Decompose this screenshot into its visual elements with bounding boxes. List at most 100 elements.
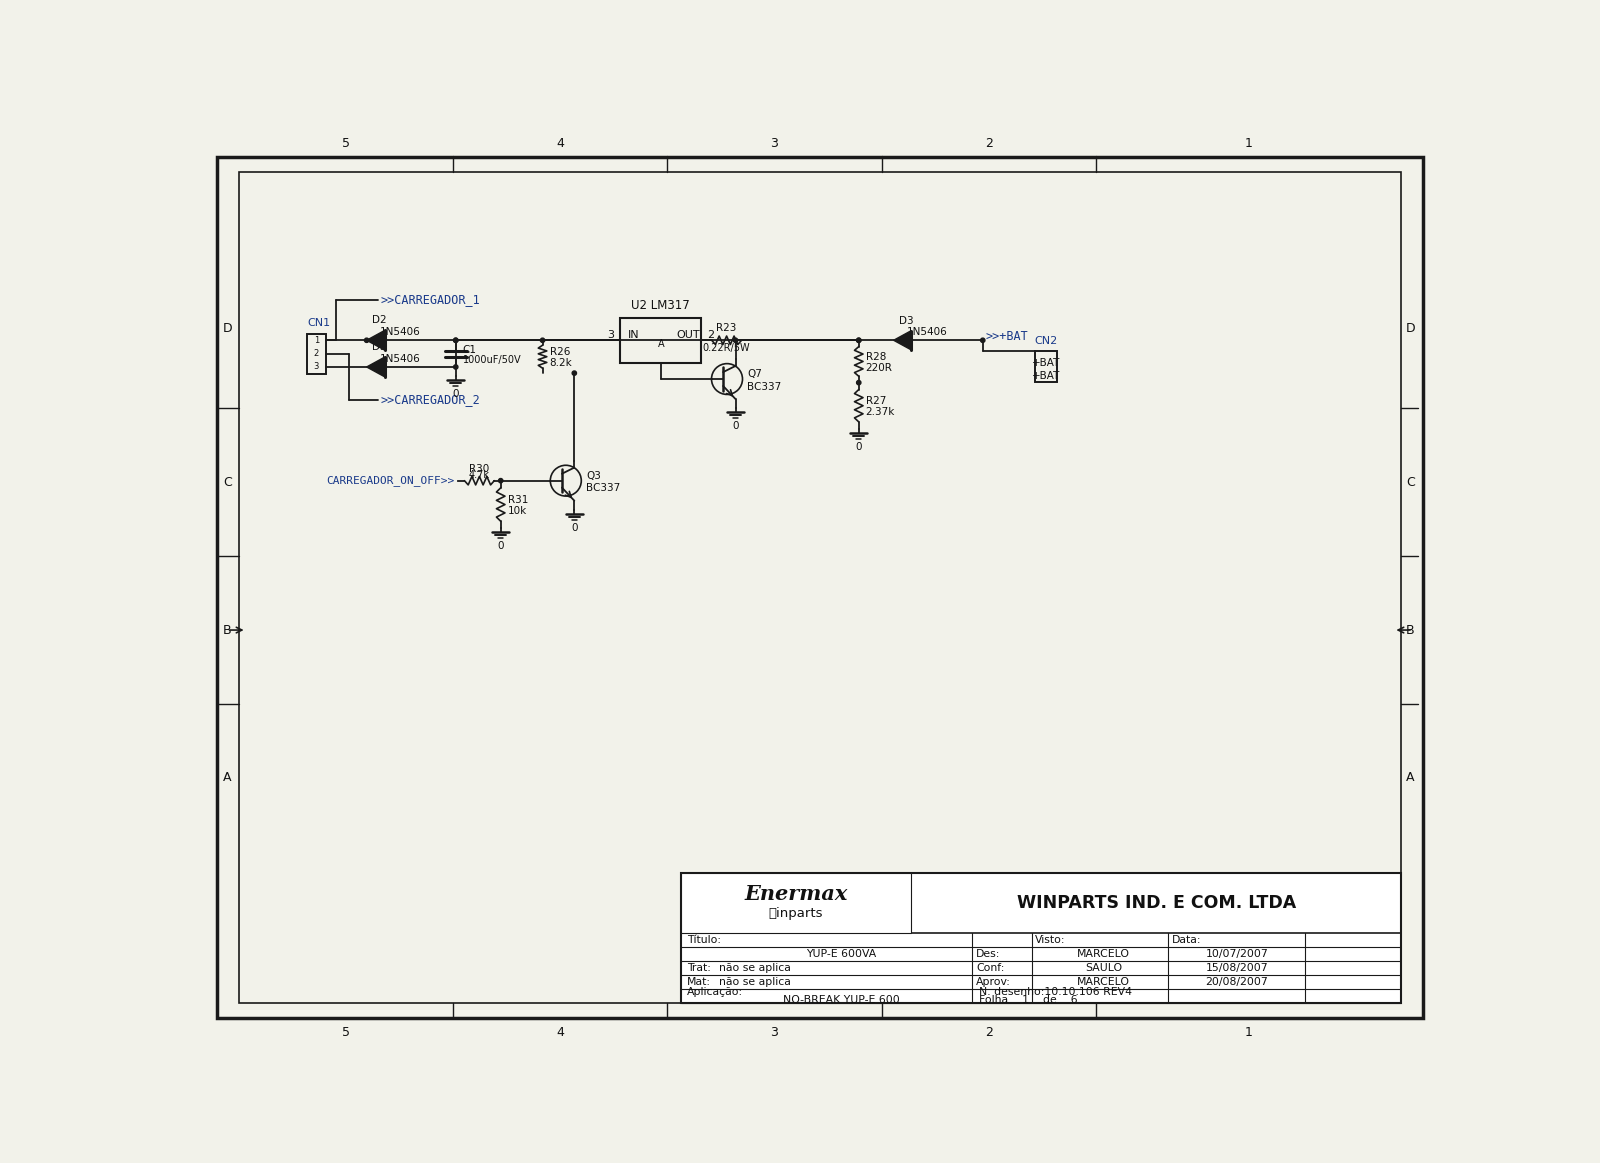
Text: +BAT: +BAT — [1032, 358, 1061, 368]
Text: 2: 2 — [707, 330, 714, 340]
Text: R23: R23 — [717, 323, 736, 334]
Text: 4.7k: 4.7k — [469, 470, 490, 480]
Text: 2: 2 — [986, 136, 994, 150]
Text: IN: IN — [627, 330, 638, 340]
Text: 0: 0 — [856, 442, 862, 451]
Text: Título:: Título: — [686, 935, 720, 944]
Polygon shape — [894, 331, 910, 350]
Text: N. desenho:10.10.106 REV4: N. desenho:10.10.106 REV4 — [979, 987, 1131, 997]
Text: 0: 0 — [733, 421, 739, 431]
Text: >>CARREGADOR_2: >>CARREGADOR_2 — [381, 393, 480, 406]
Circle shape — [733, 338, 738, 342]
Text: 0: 0 — [571, 522, 578, 533]
Text: R28: R28 — [866, 352, 886, 362]
Text: 1N5406: 1N5406 — [379, 354, 421, 364]
Text: MARCELO: MARCELO — [1077, 949, 1130, 958]
Text: CN1: CN1 — [307, 319, 330, 328]
Text: YUP-E 600VA: YUP-E 600VA — [806, 949, 877, 958]
Circle shape — [453, 338, 458, 342]
Text: D: D — [222, 322, 232, 335]
Text: 2: 2 — [986, 1026, 994, 1039]
Text: B: B — [1406, 623, 1414, 636]
Text: >>CARREGADOR_1: >>CARREGADOR_1 — [381, 293, 480, 306]
Circle shape — [453, 365, 458, 369]
Text: 0.22R/5W: 0.22R/5W — [702, 343, 750, 352]
Text: 3: 3 — [314, 363, 318, 371]
Text: Q3: Q3 — [586, 471, 602, 481]
Polygon shape — [366, 330, 386, 350]
Text: >>+BAT: >>+BAT — [986, 330, 1027, 343]
Text: C: C — [222, 476, 232, 488]
Text: D3: D3 — [899, 316, 914, 327]
Text: OUT: OUT — [677, 330, 701, 340]
Text: Aprov:: Aprov: — [976, 977, 1011, 986]
Text: R30: R30 — [469, 464, 490, 473]
Text: não se aplica: não se aplica — [720, 963, 790, 972]
Text: 8.2k: 8.2k — [549, 358, 573, 368]
Text: R27: R27 — [866, 397, 886, 406]
Text: 1N5406: 1N5406 — [907, 327, 947, 337]
Text: 4: 4 — [557, 1026, 565, 1039]
Text: 0: 0 — [498, 541, 504, 551]
Text: 15/08/2007: 15/08/2007 — [1206, 963, 1269, 972]
Text: BC337: BC337 — [586, 484, 621, 493]
Text: C: C — [1406, 476, 1414, 488]
Circle shape — [573, 371, 576, 376]
Text: 2: 2 — [314, 349, 318, 358]
Text: 10k: 10k — [507, 506, 526, 515]
Text: MARCELO: MARCELO — [1077, 977, 1130, 986]
Text: ⓘinparts: ⓘinparts — [768, 907, 822, 920]
Text: 2.37k: 2.37k — [866, 407, 894, 416]
Text: Mat:: Mat: — [686, 977, 710, 986]
Text: Q7: Q7 — [747, 370, 762, 379]
Text: 4: 4 — [557, 136, 565, 150]
Text: NO-BREAK YUP-E 600: NO-BREAK YUP-E 600 — [782, 996, 899, 1005]
Text: A: A — [658, 340, 664, 349]
Text: Visto:: Visto: — [1035, 935, 1066, 944]
Text: 1: 1 — [1245, 136, 1253, 150]
Text: 10/07/2007: 10/07/2007 — [1205, 949, 1269, 958]
Text: U2 LM317: U2 LM317 — [632, 299, 690, 312]
Text: C1: C1 — [462, 344, 477, 355]
Text: 1: 1 — [314, 336, 318, 344]
Text: 3: 3 — [770, 1026, 778, 1039]
Text: A: A — [1406, 771, 1414, 784]
Text: 0: 0 — [453, 388, 459, 399]
Text: 1000uF/50V: 1000uF/50V — [462, 355, 522, 365]
Text: não se aplica: não se aplica — [720, 977, 790, 986]
Text: BC337: BC337 — [747, 381, 781, 392]
Text: Enermax: Enermax — [744, 884, 848, 904]
Circle shape — [856, 338, 861, 342]
Text: A: A — [222, 771, 232, 784]
Text: Trat:: Trat: — [686, 963, 710, 972]
Circle shape — [499, 478, 502, 483]
Circle shape — [981, 338, 986, 342]
Text: Des:: Des: — [976, 949, 1000, 958]
Circle shape — [541, 338, 544, 342]
Text: WINPARTS IND. E COM. LTDA: WINPARTS IND. E COM. LTDA — [1016, 894, 1296, 912]
Text: B: B — [222, 623, 232, 636]
Circle shape — [453, 338, 458, 342]
Text: 5: 5 — [342, 136, 350, 150]
Text: +BAT: +BAT — [1032, 371, 1061, 381]
Bar — [307, 334, 325, 373]
Text: D2: D2 — [373, 315, 387, 326]
Polygon shape — [366, 357, 386, 377]
Text: 3: 3 — [770, 136, 778, 150]
Text: 20/08/2007: 20/08/2007 — [1205, 977, 1269, 986]
Text: D5: D5 — [373, 342, 387, 352]
Circle shape — [856, 338, 861, 342]
Text: Folha    1    de    6: Folha 1 de 6 — [979, 996, 1077, 1005]
Text: CARREGADOR_ON_OFF>>: CARREGADOR_ON_OFF>> — [326, 476, 454, 486]
Text: CN2: CN2 — [1035, 336, 1058, 345]
Circle shape — [856, 380, 861, 385]
Text: 1N5406: 1N5406 — [379, 327, 421, 337]
Bar — [1035, 351, 1058, 383]
Circle shape — [365, 338, 368, 342]
Text: 5: 5 — [342, 1026, 350, 1039]
Text: Aplicação:: Aplicação: — [686, 987, 742, 997]
Text: SAULO: SAULO — [1085, 963, 1123, 972]
Bar — [621, 317, 701, 363]
Text: R31: R31 — [507, 495, 528, 505]
Text: R26: R26 — [549, 347, 570, 357]
